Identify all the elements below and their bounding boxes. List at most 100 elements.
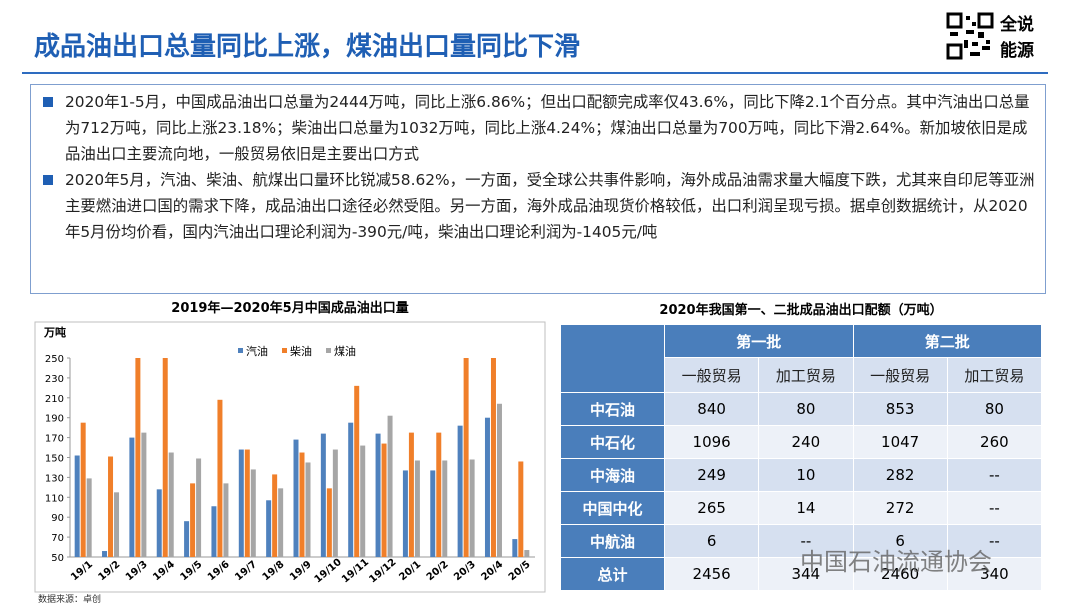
group-header: 第一批 (664, 324, 854, 358)
bar (469, 459, 475, 557)
bar (80, 422, 86, 557)
bar (348, 422, 354, 557)
title-rule (22, 72, 1048, 74)
y-tick-label: 150 (45, 454, 64, 465)
cell: 80 (758, 392, 854, 426)
bar (524, 550, 530, 557)
bar (326, 488, 332, 557)
subheader-row: 一般贸易 加工贸易 一般贸易 加工贸易 (561, 357, 1043, 393)
bar (156, 489, 162, 557)
watermark: 中国石油流通协会 (800, 548, 992, 576)
y-tick-label: 50 (51, 553, 64, 564)
cell: 340 (946, 557, 1043, 591)
cell: 2456 (663, 557, 760, 591)
y-tick-label: 90 (51, 513, 64, 524)
legend-swatch (238, 348, 243, 353)
cell: 344 (758, 557, 854, 591)
cell: -- (946, 491, 1043, 525)
bar (244, 449, 250, 557)
table-row: 中石油 840 80 853 80 (560, 392, 1043, 426)
slide-title: 成品油出口总量同比上涨，煤油出口量同比下滑 (34, 32, 581, 62)
header-row: 第一批 第二批 (560, 324, 1042, 393)
cell: 1096 (663, 425, 760, 459)
y-tick-label: 230 (45, 374, 64, 385)
brand-line: 能源 (1000, 41, 1034, 61)
bar (293, 439, 299, 557)
bar (442, 460, 448, 557)
cell: -- (758, 524, 854, 558)
bar (332, 449, 338, 557)
column-header: 一般贸易 (852, 357, 948, 393)
row-header: 总计 (560, 557, 665, 591)
bar (211, 506, 217, 557)
cell: 10 (758, 458, 854, 492)
qr-code (946, 12, 994, 60)
bar (360, 445, 366, 557)
row-header: 中石化 (560, 425, 665, 459)
chart-frame (34, 321, 546, 593)
cell: 80 (946, 392, 1043, 426)
bar (184, 521, 190, 557)
bar (250, 469, 256, 557)
column-header: 一般贸易 (663, 357, 760, 393)
cell: 1047 (852, 425, 948, 459)
cell: 282 (852, 458, 948, 492)
cell: 6 (663, 524, 760, 558)
bar (305, 462, 311, 557)
y-axis-label: 万吨 (43, 325, 66, 339)
group-header: 第二批 (852, 324, 1042, 358)
legend-swatch (282, 348, 287, 353)
column-header: 加工贸易 (758, 357, 854, 393)
bar (272, 474, 278, 557)
x-tick-label: 19/9 (288, 559, 314, 583)
bar (74, 455, 80, 557)
x-tick-label: 19/6 (206, 559, 232, 583)
bullet: 2020年1-5月，中国成品油出口总量为2444万吨，同比上涨6.86%；但出口… (39, 89, 1037, 167)
x-tick-label: 19/10 (313, 557, 344, 586)
bar (299, 452, 305, 557)
cell: 265 (663, 491, 760, 525)
y-tick-label: 70 (51, 533, 64, 544)
brand-line: 全说 (1000, 15, 1034, 35)
bar (238, 449, 244, 557)
bar (463, 358, 469, 557)
bar (375, 433, 381, 557)
legend-swatch (326, 348, 331, 353)
y-tick-label: 130 (45, 473, 64, 484)
table-row: 中海油 249 10 282 -- (560, 458, 1043, 492)
y-tick-label: 190 (45, 414, 64, 425)
cell: 240 (758, 425, 854, 459)
bar (430, 470, 436, 557)
x-tick-label: 20/3 (452, 559, 478, 583)
bar (196, 458, 202, 557)
cell: 2460 (852, 557, 948, 591)
bar (387, 415, 393, 557)
bar (414, 460, 420, 557)
bar (223, 483, 229, 557)
row-header: 中海油 (560, 458, 665, 492)
quota-table: 2020年我国第一、二批成品油出口配额（万吨） 第一批 第二批 一般贸易 加工贸易 一般贸… (560, 298, 1043, 591)
x-tick-label: 19/4 (151, 559, 177, 583)
row-header: 中航油 (560, 524, 665, 558)
x-tick-label: 20/5 (507, 559, 533, 583)
bar (168, 452, 174, 557)
cell: 272 (852, 491, 948, 525)
x-tick-label: 19/2 (96, 559, 122, 583)
bar (108, 456, 114, 557)
bar (320, 433, 326, 557)
bar (457, 425, 463, 557)
bar (354, 385, 360, 557)
x-tick-label: 20/2 (425, 559, 451, 583)
x-tick-label: 19/5 (179, 559, 205, 583)
text-box: 2020年1-5月，中国成品油出口总量为2444万吨，同比上涨6.86%；但出口… (30, 84, 1046, 294)
table-row: 总计 2456 344 2460 340 (560, 557, 1043, 591)
cell: 260 (946, 425, 1043, 459)
legend-label: 煤油 (334, 344, 356, 358)
table-row: 中石化 1096 240 1047 260 (560, 425, 1043, 459)
bar (190, 483, 196, 557)
bar (217, 399, 223, 557)
column-header: 加工贸易 (946, 357, 1043, 393)
bar (512, 539, 518, 557)
